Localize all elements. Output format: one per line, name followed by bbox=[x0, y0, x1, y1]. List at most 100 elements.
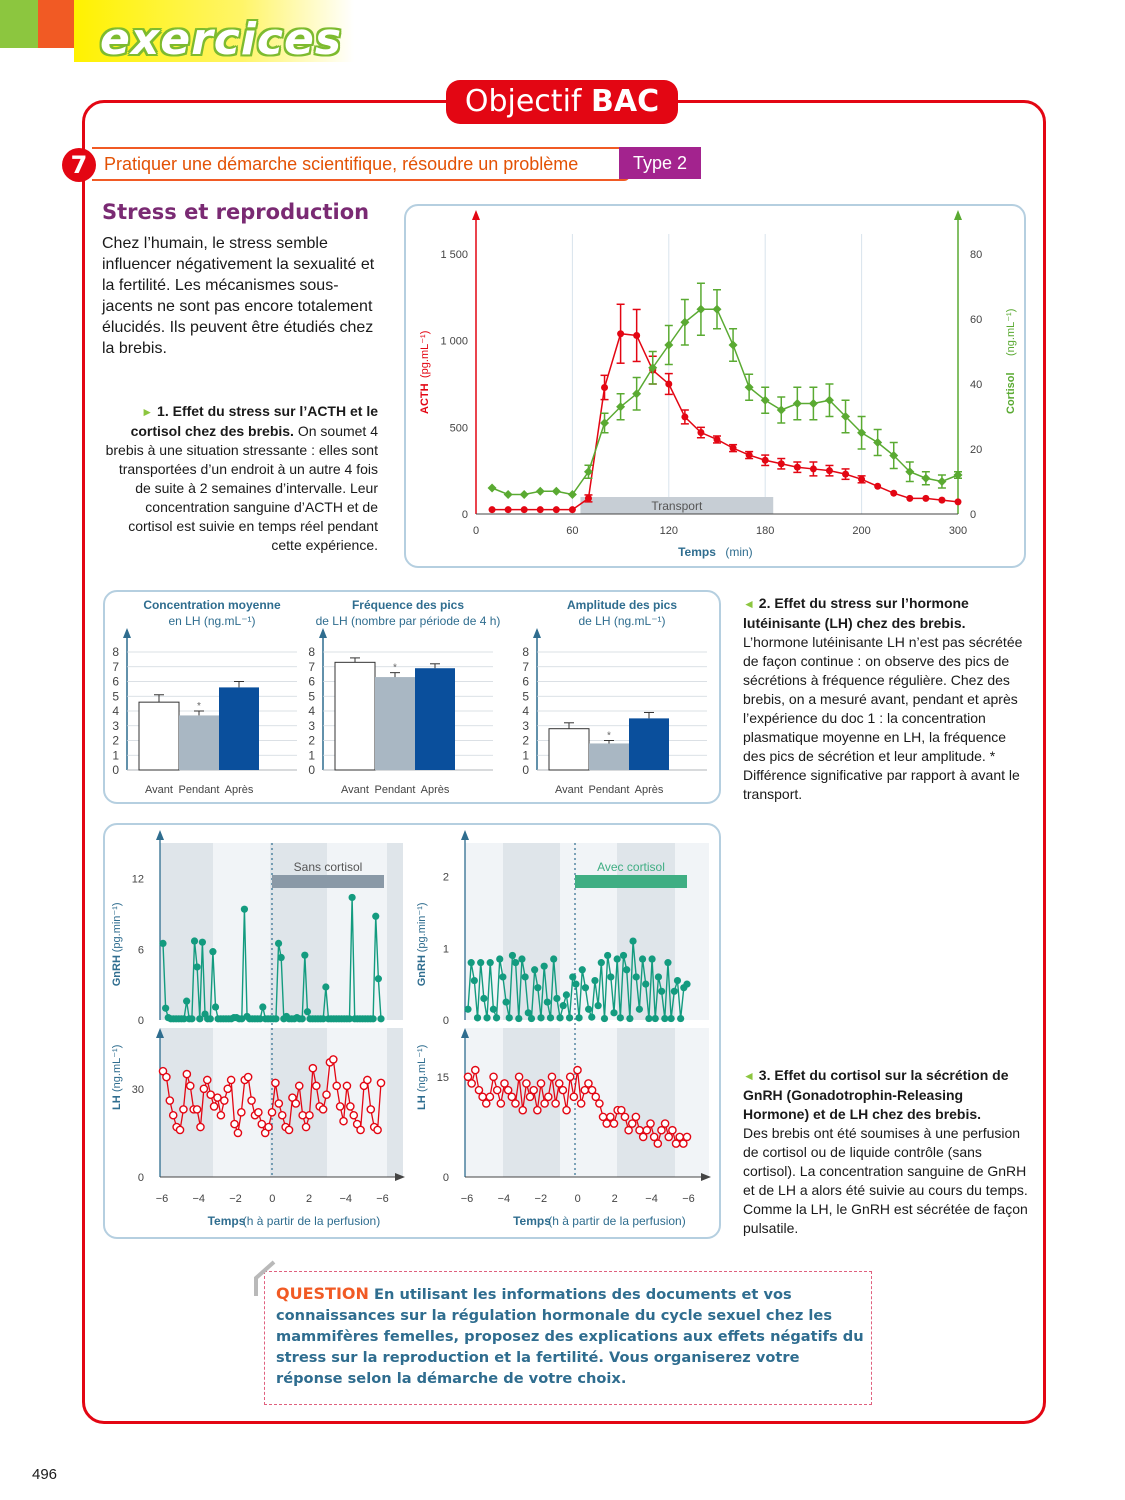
pencil-corner-icon bbox=[254, 1260, 276, 1296]
y-tick-label: 8 bbox=[522, 645, 529, 659]
acth-point bbox=[777, 460, 785, 468]
y-tick-label: 7 bbox=[308, 660, 315, 674]
cortisol-point bbox=[680, 317, 690, 327]
y-tick-label: 7 bbox=[112, 660, 119, 674]
question-body: En utilisant les informations des docume… bbox=[276, 1286, 864, 1387]
x-tick-label: 180 bbox=[756, 525, 774, 537]
acth-point bbox=[520, 506, 528, 514]
acth-point bbox=[890, 489, 898, 497]
category-label: Après bbox=[225, 784, 254, 796]
doc2-chart-panel: Concentration moyenne en LH (ng.mL⁻¹) 0 1 2 3… bbox=[103, 590, 721, 804]
arrow-up-icon bbox=[461, 1028, 469, 1038]
triangle-right-icon: ► bbox=[141, 405, 154, 419]
lh-point bbox=[653, 1139, 663, 1148]
acth-point bbox=[504, 506, 512, 514]
bar-chart-subtitle: de LH (nombre par période de 4 h) bbox=[316, 614, 501, 628]
gnrh-point bbox=[319, 1015, 327, 1023]
lh-point bbox=[474, 1085, 484, 1095]
y-tick-label: 4 bbox=[112, 704, 119, 718]
lh-point bbox=[569, 1092, 579, 1102]
gnrh-point bbox=[162, 1004, 170, 1012]
cortisol-point bbox=[889, 451, 899, 460]
category-label: Après bbox=[421, 784, 450, 796]
lh-point bbox=[230, 1119, 239, 1129]
arrow-up-icon bbox=[156, 1028, 164, 1038]
gnrh-point bbox=[480, 994, 488, 1003]
lh-point bbox=[518, 1105, 528, 1115]
cortisol-point bbox=[857, 428, 867, 438]
y-tick-label: 6 bbox=[308, 675, 315, 689]
lh-point bbox=[209, 1102, 219, 1111]
lh-point bbox=[562, 1105, 571, 1115]
gnrh-point bbox=[211, 1003, 220, 1011]
cortisol-point bbox=[953, 470, 963, 480]
gnrh-point bbox=[489, 1005, 497, 1013]
perfusion-label: Sans cortisol bbox=[294, 860, 363, 874]
y-tick-label: 0 bbox=[522, 763, 529, 777]
gnrh-point bbox=[473, 1014, 482, 1022]
x-tick-label: −4 bbox=[498, 1193, 511, 1205]
perfusion-bar bbox=[575, 875, 687, 888]
gnrh-tick-label: 2 bbox=[443, 872, 449, 884]
section-label: exercices bbox=[100, 14, 343, 65]
cortisol-point bbox=[905, 467, 915, 477]
gnrh-point bbox=[477, 959, 485, 967]
gnrh-point bbox=[562, 991, 570, 999]
gnrh-point bbox=[159, 939, 167, 947]
gnrh-line bbox=[467, 941, 688, 1021]
y-tick-label: 2 bbox=[522, 734, 529, 748]
x-tick-label: −6 bbox=[376, 1193, 389, 1205]
gnrh-point bbox=[505, 1014, 513, 1022]
question-text: QUESTION En utilisant les informations d… bbox=[276, 1283, 864, 1389]
gnrh-point bbox=[651, 1014, 659, 1023]
exercise-type-badge: Type 2 bbox=[619, 147, 701, 179]
gnrh-point bbox=[240, 905, 249, 913]
gnrh-point bbox=[543, 998, 551, 1006]
gnrh-point bbox=[180, 1015, 188, 1023]
objectif-bac-badge: Objectif BAC bbox=[446, 80, 678, 124]
y-tick-label: 5 bbox=[308, 689, 315, 703]
gnrh-point bbox=[496, 955, 504, 963]
acth-point bbox=[536, 506, 544, 514]
cortisol-tick-label: 20 bbox=[970, 444, 982, 456]
gnrh-point bbox=[524, 1009, 532, 1017]
gnrh-point bbox=[467, 959, 475, 967]
x-unit-label: (h à partir de la perfusion) bbox=[243, 1214, 380, 1228]
doc1-caption: ► 1. Effet du stress sur l’ACTH et le co… bbox=[102, 402, 378, 555]
lh-point bbox=[202, 1075, 212, 1085]
cortisol-point bbox=[600, 418, 610, 428]
shaded-band bbox=[387, 843, 403, 1177]
y-tick-label: 1 bbox=[112, 748, 119, 762]
lh-point bbox=[301, 1122, 311, 1132]
category-label: Pendant bbox=[179, 784, 220, 796]
lh-point bbox=[558, 1085, 568, 1095]
bar-chart-subtitle: de LH (ng.mL⁻¹) bbox=[578, 614, 665, 628]
lh-unit-label: (ng.mL⁻¹) bbox=[111, 1045, 123, 1092]
lh-point bbox=[308, 1063, 318, 1073]
gnrh-point bbox=[190, 937, 199, 945]
gnrh-point bbox=[550, 955, 558, 963]
lh-point bbox=[322, 1090, 331, 1099]
lh-point bbox=[165, 1096, 175, 1105]
bar-chart-title: Amplitude des pics bbox=[567, 598, 677, 612]
arrow-up-icon bbox=[954, 210, 962, 220]
exercise-heading: Stress et reproduction bbox=[102, 200, 370, 224]
gnrh-tick-label: 12 bbox=[132, 874, 144, 886]
category-label: Avant bbox=[341, 784, 369, 796]
acth-point bbox=[681, 413, 689, 421]
acth-point bbox=[825, 467, 833, 475]
gnrh-tick-label: 1 bbox=[443, 943, 449, 955]
y-tick-label: 2 bbox=[308, 734, 315, 748]
y-tick-label: 1 bbox=[522, 748, 529, 762]
lh-point bbox=[264, 1122, 273, 1132]
bar bbox=[589, 743, 629, 770]
cortisol-point bbox=[632, 389, 642, 399]
perfusion-label: Avec cortisol bbox=[597, 860, 665, 874]
gnrh-point bbox=[626, 1014, 634, 1023]
lh-point bbox=[580, 1085, 590, 1095]
lh-point bbox=[522, 1079, 531, 1088]
lh-unit-label: (ng.mL⁻¹) bbox=[416, 1045, 428, 1092]
lh-point bbox=[305, 1110, 314, 1120]
bar-chart-subtitle: en LH (ng.mL⁻¹) bbox=[168, 614, 255, 628]
lh-tick-label: 30 bbox=[132, 1084, 144, 1096]
